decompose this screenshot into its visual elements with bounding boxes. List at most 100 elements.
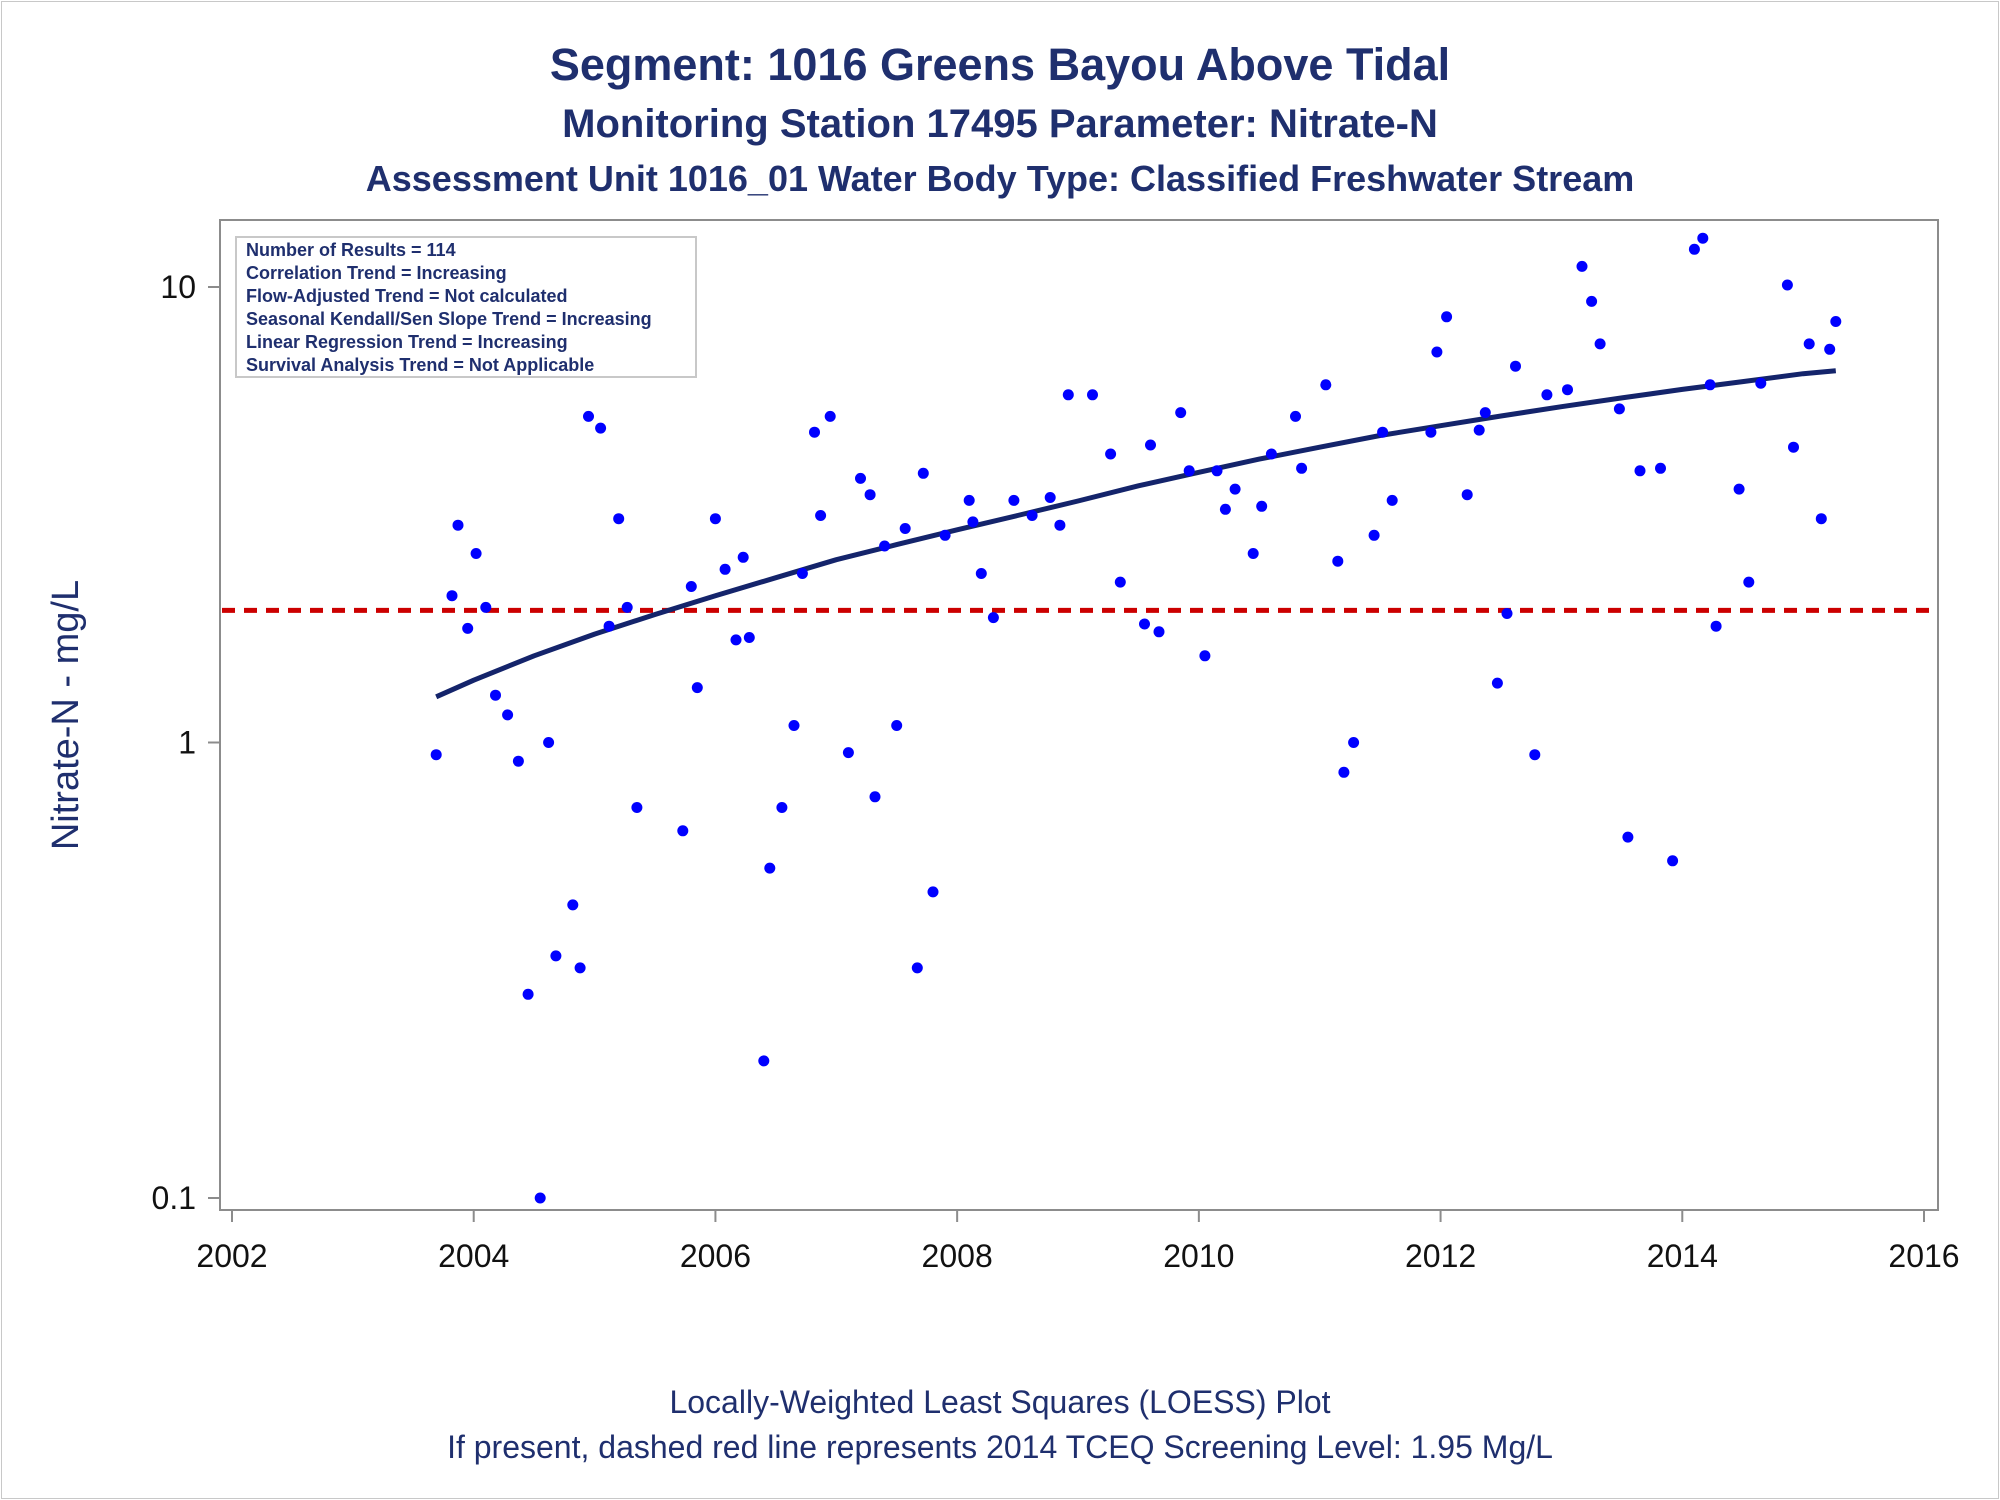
data-point <box>842 747 854 759</box>
data-point <box>1491 677 1503 689</box>
data-point <box>1008 494 1020 506</box>
data-point <box>764 862 776 874</box>
data-point <box>1290 410 1301 422</box>
data-point <box>1688 243 1700 255</box>
loess-trend-line <box>435 368 1837 700</box>
data-point <box>1541 389 1553 401</box>
stats-line-seasonal-kendall: Seasonal Kendall/Sen Slope Trend = Incre… <box>246 309 652 329</box>
x-tick-label: 2016 <box>1888 1238 1959 1274</box>
data-point <box>1348 737 1360 748</box>
data-point <box>583 410 594 422</box>
data-point <box>603 620 615 632</box>
y-tick-label: 1 <box>178 725 196 761</box>
footnote-screening: If present, dashed red line represents 2… <box>447 1429 1553 1465</box>
data-point <box>550 950 562 962</box>
data-point <box>1368 529 1380 541</box>
data-point <box>1320 379 1332 391</box>
data-point <box>1562 384 1573 396</box>
loess-layer <box>435 368 1837 700</box>
data-point <box>1425 426 1437 438</box>
data-point <box>1199 650 1211 662</box>
data-point <box>1667 855 1679 867</box>
chart-subtitle-assessment: Assessment Unit 1016_01 Water Body Type:… <box>366 158 1635 199</box>
data-point <box>691 682 703 694</box>
chart-title: Segment: 1016 Greens Bayou Above Tidal <box>550 39 1450 90</box>
data-point <box>1704 379 1716 391</box>
data-point <box>677 825 689 837</box>
data-point <box>1062 389 1074 401</box>
data-points <box>430 232 1842 1204</box>
data-point <box>621 601 633 613</box>
data-point <box>1733 483 1745 495</box>
data-point <box>1634 465 1646 477</box>
data-point <box>1815 513 1827 525</box>
data-point <box>522 988 534 1000</box>
data-point <box>1054 519 1066 531</box>
chart-subtitle-station: Monitoring Station 17495 Parameter: Nitr… <box>562 102 1438 146</box>
data-point <box>1576 260 1588 272</box>
x-tick-label: 2014 <box>1647 1238 1718 1274</box>
y-axis-label: Nitrate-N - mg/L <box>45 580 87 850</box>
data-point <box>1781 279 1793 291</box>
x-tick-label: 2002 <box>196 1238 267 1274</box>
data-point <box>1622 831 1634 843</box>
stats-line-results: Number of Results = 114 <box>246 240 456 260</box>
data-point <box>869 791 881 803</box>
y-tick-label: 10 <box>160 269 196 305</box>
data-point <box>737 551 749 563</box>
data-point <box>574 962 586 974</box>
data-point <box>1338 766 1350 778</box>
axis-ticks: 2002 2004 2006 2008 2010 2012 2014 2016 0.1 1 10 <box>152 269 1960 1274</box>
data-point <box>470 548 482 559</box>
stats-line-correlation: Correlation Trend = Increasing <box>246 263 507 283</box>
data-point <box>1830 316 1842 327</box>
data-point <box>1594 338 1606 350</box>
x-tick-label: 2012 <box>1405 1238 1476 1274</box>
data-point <box>1755 377 1767 389</box>
data-point <box>815 510 827 521</box>
data-point <box>1586 295 1598 307</box>
data-point <box>685 581 697 592</box>
footnote-loess: Locally-Weighted Least Squares (LOESS) P… <box>669 1384 1330 1420</box>
data-point <box>1441 311 1453 323</box>
data-point <box>1247 548 1259 559</box>
data-point <box>709 513 721 525</box>
data-point <box>512 755 524 767</box>
data-point <box>891 720 903 731</box>
stats-box-border <box>235 236 697 378</box>
data-point <box>1211 465 1223 477</box>
data-point <box>1026 510 1038 521</box>
data-point <box>1529 749 1541 761</box>
data-point <box>864 489 876 501</box>
data-point <box>1697 232 1709 244</box>
stats-line-linear-regression: Linear Regression Trend = Increasing <box>246 332 568 352</box>
data-point <box>534 1192 546 1204</box>
data-point <box>480 601 492 613</box>
data-point <box>1461 489 1473 501</box>
data-point <box>911 962 923 974</box>
x-tick-label: 2010 <box>1163 1238 1234 1274</box>
data-point <box>1219 503 1231 515</box>
data-point <box>1229 483 1241 495</box>
data-point <box>899 523 911 534</box>
data-point <box>1613 403 1625 415</box>
data-point <box>879 540 891 552</box>
plot-area <box>219 219 1939 1211</box>
data-point <box>824 410 836 422</box>
data-point <box>758 1055 770 1067</box>
data-point <box>796 568 808 579</box>
data-point <box>631 802 643 813</box>
data-point <box>430 749 442 761</box>
data-point <box>1175 407 1187 419</box>
data-point <box>1332 555 1344 567</box>
data-point <box>1114 576 1126 588</box>
data-point <box>1256 500 1268 512</box>
data-point <box>1743 576 1755 588</box>
data-point <box>917 467 929 479</box>
stats-box: Number of Results = 114 Correlation Tren… <box>235 236 697 378</box>
data-point <box>730 634 742 646</box>
data-point <box>1139 618 1150 630</box>
stats-line-flow-adjusted: Flow-Adjusted Trend = Not calculated <box>246 286 568 306</box>
data-point <box>490 689 501 701</box>
data-point <box>987 612 999 624</box>
